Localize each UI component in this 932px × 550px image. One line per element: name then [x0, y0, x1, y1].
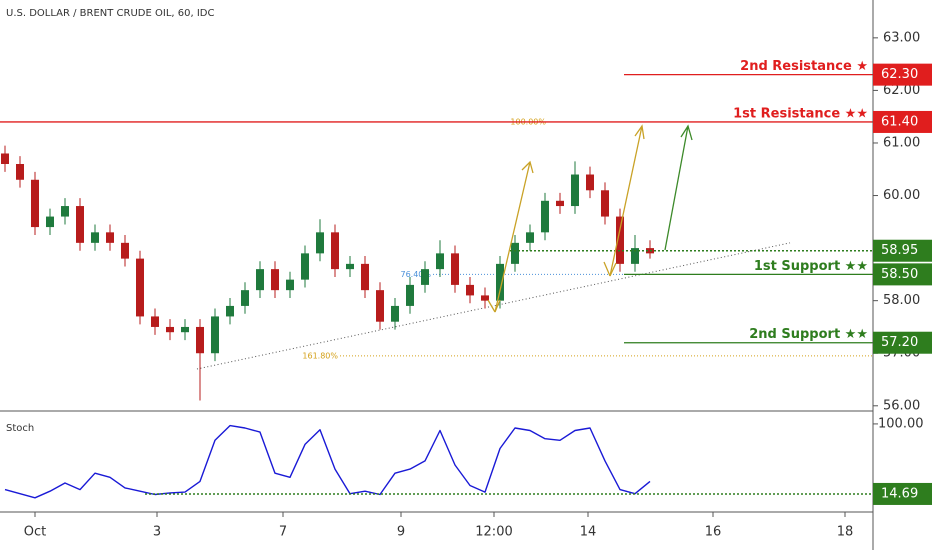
candle-body — [121, 242, 129, 259]
x-tick-label: 18 — [837, 525, 854, 540]
arrow — [664, 124, 693, 251]
x-tick-label: 12:00 — [475, 525, 512, 540]
candle-body — [16, 164, 24, 180]
candle-body — [106, 232, 114, 243]
level-box — [873, 331, 932, 354]
candle-body — [211, 316, 219, 354]
candle-body — [511, 242, 519, 264]
chart-title: U.S. DOLLAR / BRENT CRUDE OIL, 60, IDC — [6, 8, 214, 19]
candle-body — [256, 269, 264, 291]
candle-body — [526, 232, 534, 243]
candle-body — [31, 179, 39, 228]
candle-body — [601, 190, 609, 217]
level-box — [873, 110, 932, 133]
fib-label: 161.80% — [302, 351, 338, 360]
arrow — [494, 160, 534, 313]
x-tick-label: 7 — [279, 525, 287, 540]
candle-body — [61, 206, 69, 217]
candle-body — [496, 263, 504, 301]
candle-body — [181, 326, 189, 333]
level-value: 58.95 — [881, 243, 918, 258]
candle-body — [286, 279, 294, 291]
candle-body — [466, 284, 474, 296]
level-box — [873, 263, 932, 286]
stoch-level-box — [873, 482, 932, 505]
indicator-name: Stoch — [6, 423, 34, 434]
plot: 100.00%76.40%161.80%2nd Resistance ★1st … — [0, 59, 873, 499]
candle-body — [151, 316, 159, 327]
stoch-line — [4, 424, 651, 499]
candle-body — [631, 248, 639, 264]
y-tick-label: 58.00 — [883, 293, 920, 308]
candle-body — [1, 153, 9, 164]
candle-body — [76, 206, 84, 243]
axes: 56.0057.0058.0059.0060.0061.0062.0063.00… — [24, 30, 932, 540]
y-tick-label: 60.00 — [883, 188, 920, 203]
y-tick-label: 63.00 — [883, 30, 920, 45]
candle-body — [226, 305, 234, 317]
level-value: 57.20 — [881, 335, 918, 350]
candle-body — [331, 232, 339, 270]
y-tick-label: 56.00 — [883, 398, 920, 413]
candle-body — [391, 305, 399, 322]
x-tick-label: 14 — [580, 525, 597, 540]
level-name: 2nd Resistance ★ — [740, 59, 868, 74]
candle-body — [301, 253, 309, 280]
y-tick-label: 62.00 — [883, 83, 920, 98]
x-tick-label: Oct — [24, 525, 46, 540]
level-value: 61.40 — [881, 114, 918, 129]
candle-body — [421, 269, 429, 285]
candle-body — [136, 258, 144, 317]
candle-body — [571, 174, 579, 207]
projection-arrows — [487, 124, 693, 313]
candle-body — [586, 174, 594, 191]
level-name: 1st Support ★★ — [754, 259, 868, 274]
candle-body — [361, 263, 369, 291]
candle-body — [46, 216, 54, 228]
level-box — [873, 63, 932, 86]
x-tick-label: 9 — [397, 525, 405, 540]
candle-body — [166, 326, 174, 333]
level-name: 2nd Support ★★ — [749, 327, 868, 342]
y2-tick-label: 100.00 — [878, 416, 924, 431]
candle-body — [316, 232, 324, 254]
x-tick-label: 16 — [705, 525, 722, 540]
arrow — [487, 299, 501, 313]
x-tick-label: 3 — [153, 525, 161, 540]
level-value: 58.50 — [881, 267, 918, 282]
candle-body — [346, 263, 354, 270]
arrow — [609, 124, 645, 277]
candle-body — [451, 253, 459, 285]
level-value: 62.30 — [881, 67, 918, 82]
candle-body — [406, 284, 414, 306]
candle-body — [556, 200, 564, 207]
y-tick-label: 61.00 — [883, 135, 920, 150]
candle-body — [481, 295, 489, 301]
candle-body — [91, 232, 99, 243]
candle-body — [541, 200, 549, 233]
candle-body — [241, 290, 249, 306]
level-name: 1st Resistance ★★ — [733, 106, 868, 121]
level-box — [873, 239, 932, 262]
stoch-level-value: 14.69 — [881, 486, 918, 501]
candle-body — [436, 253, 444, 270]
candle-body — [196, 326, 204, 354]
candle-body — [271, 269, 279, 291]
candle-body — [616, 216, 624, 264]
arrow — [603, 261, 617, 277]
candle-body — [376, 290, 384, 322]
fib-label: 76.40% — [400, 270, 431, 279]
